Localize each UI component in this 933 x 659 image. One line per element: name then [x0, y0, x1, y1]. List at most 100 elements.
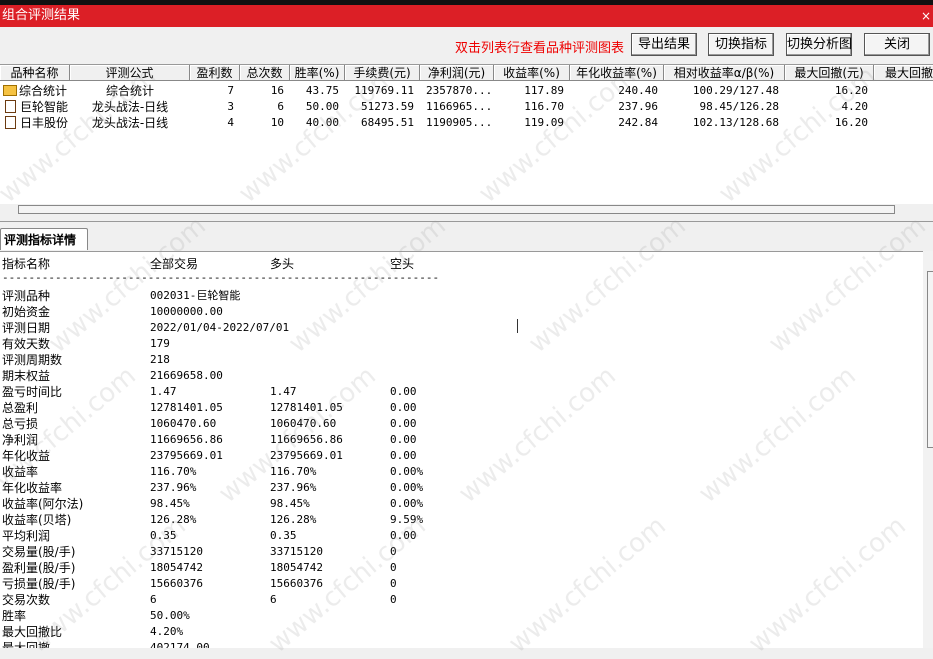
table-cell: 2357870...: [426, 84, 493, 97]
detail-value: 002031-巨轮智能: [150, 289, 241, 302]
screen-top-edge: [0, 0, 933, 5]
detail-value: 0: [390, 593, 397, 606]
table-cell: 40.00: [305, 116, 339, 129]
detail-label: 期末权益: [2, 369, 51, 383]
detail-value: 6: [150, 593, 157, 606]
export-button[interactable]: 导出结果: [631, 33, 697, 56]
detail-label: 评测日期: [2, 321, 51, 335]
formula-cell: 龙头战法-日线: [91, 100, 169, 114]
column-header[interactable]: 胜率(%): [290, 65, 345, 81]
column-header[interactable]: 手续费(元): [345, 65, 420, 81]
detail-value: 12781401.05: [150, 401, 223, 414]
detail-value: 0.00%: [390, 497, 424, 510]
table-cell: 68495.51: [361, 116, 414, 129]
column-header[interactable]: 最大回撤(元): [785, 65, 874, 81]
detail-header: 指标名称: [2, 257, 51, 271]
detail-label: 年化收益率: [2, 481, 63, 495]
detail-header: 空头: [390, 257, 415, 271]
switch-chart-button[interactable]: 切换分析图: [786, 33, 852, 56]
detail-label: 盈亏时间比: [2, 385, 63, 399]
formula-cell: 龙头战法-日线: [91, 116, 169, 130]
detail-value: 0: [390, 561, 397, 574]
detail-label: 总亏损: [2, 417, 39, 431]
detail-header: 全部交易: [150, 257, 199, 271]
divider: [0, 221, 933, 222]
table-cell: 10: [270, 116, 284, 129]
detail-label: 评测周期数: [2, 353, 63, 367]
detail-value: 116.70%: [270, 465, 317, 478]
detail-value: 21669658.00: [150, 369, 223, 382]
detail-value: 0.00: [390, 417, 417, 430]
detail-value: 0: [390, 545, 397, 558]
table-cell: 16.20: [834, 84, 868, 97]
column-header[interactable]: 品种名称: [0, 65, 70, 81]
table-cell: 16: [270, 84, 284, 97]
tab-detail[interactable]: 评测指标详情: [0, 228, 88, 250]
table-cell: 119.09: [524, 116, 564, 129]
detail-label: 亏损量(股/手): [2, 577, 76, 591]
column-header[interactable]: 年化收益率(%): [570, 65, 664, 81]
horizontal-scrollbar[interactable]: [18, 205, 895, 214]
table-cell: 51273.59: [361, 100, 414, 113]
symbol-name: 巨轮智能: [20, 100, 69, 114]
symbol-name: 日丰股份: [20, 116, 69, 130]
table-cell: 237.96: [618, 100, 658, 113]
vertical-scrollbar-thumb[interactable]: [927, 271, 933, 448]
detail-value: 4.20%: [150, 625, 184, 638]
detail-value: 1.47: [150, 385, 177, 398]
table-cell: 3: [227, 100, 234, 113]
column-header[interactable]: 最大回撤: [874, 65, 933, 81]
table-cell: 16.20: [834, 116, 868, 129]
detail-divider: ----------------------------------------…: [2, 273, 438, 283]
detail-label: 交易量(股/手): [2, 545, 76, 559]
detail-value: 15660376: [270, 577, 323, 590]
column-header[interactable]: 收益率(%): [494, 65, 570, 81]
switch-indicator-button[interactable]: 切换指标: [708, 33, 774, 56]
detail-label: 总盈利: [2, 401, 39, 415]
detail-label: 年化收益: [2, 449, 51, 463]
detail-value: 6: [270, 593, 277, 606]
close-icon[interactable]: ×: [920, 9, 931, 23]
table-cell: 240.40: [618, 84, 658, 97]
detail-label: 胜率: [2, 609, 27, 623]
detail-value: 1060470.60: [270, 417, 337, 430]
table-cell: 119769.11: [354, 84, 414, 97]
detail-value: 2022/01/04-2022/07/01: [150, 321, 290, 334]
folder-icon: [3, 85, 17, 96]
column-header[interactable]: 净利润(元): [420, 65, 494, 81]
detail-value: 23795669.01: [270, 449, 343, 462]
table-cell: 100.29/127.48: [692, 84, 779, 97]
detail-value: 0.00: [390, 529, 417, 542]
detail-value: 237.96%: [270, 481, 317, 494]
detail-value: 33715120: [150, 545, 203, 558]
detail-value: 1060470.60: [150, 417, 217, 430]
table-cell: 1166965...: [426, 100, 493, 113]
table-cell: 4: [227, 116, 234, 129]
hint-text: 双击列表行查看品种评测图表: [454, 41, 624, 56]
detail-label: 交易次数: [2, 593, 51, 607]
detail-value: 0.00: [390, 401, 417, 414]
table-cell: 6: [277, 100, 284, 113]
column-header[interactable]: 总次数: [240, 65, 290, 81]
window-titlebar: 组合评测结果 ×: [0, 5, 933, 27]
detail-label: 评测品种: [2, 289, 51, 303]
detail-value: 98.45%: [150, 497, 190, 510]
detail-value: 98.45%: [270, 497, 310, 510]
column-header[interactable]: 评测公式: [70, 65, 190, 81]
detail-label: 盈利量(股/手): [2, 561, 76, 575]
vertical-scrollbar[interactable]: [923, 251, 933, 648]
toolbar: 双击列表行查看品种评测图表 导出结果 切换指标 切换分析图 关闭: [0, 27, 933, 64]
close-button[interactable]: 关闭: [864, 33, 930, 56]
detail-label: 收益率(阿尔法): [2, 497, 84, 511]
text-cursor: [517, 319, 518, 333]
formula-cell: 综合统计: [105, 84, 154, 98]
detail-label: 收益率: [2, 465, 39, 479]
detail-value: 126.28%: [270, 513, 317, 526]
detail-value: 18054742: [150, 561, 203, 574]
detail-label: 初始资金: [2, 305, 51, 319]
column-header[interactable]: 相对收益率α/β(%): [664, 65, 785, 81]
symbol-name: 综合统计: [19, 84, 68, 98]
column-header[interactable]: 盈利数: [190, 65, 240, 81]
detail-value: 50.00%: [150, 609, 190, 622]
detail-value: 0.00: [390, 385, 417, 398]
